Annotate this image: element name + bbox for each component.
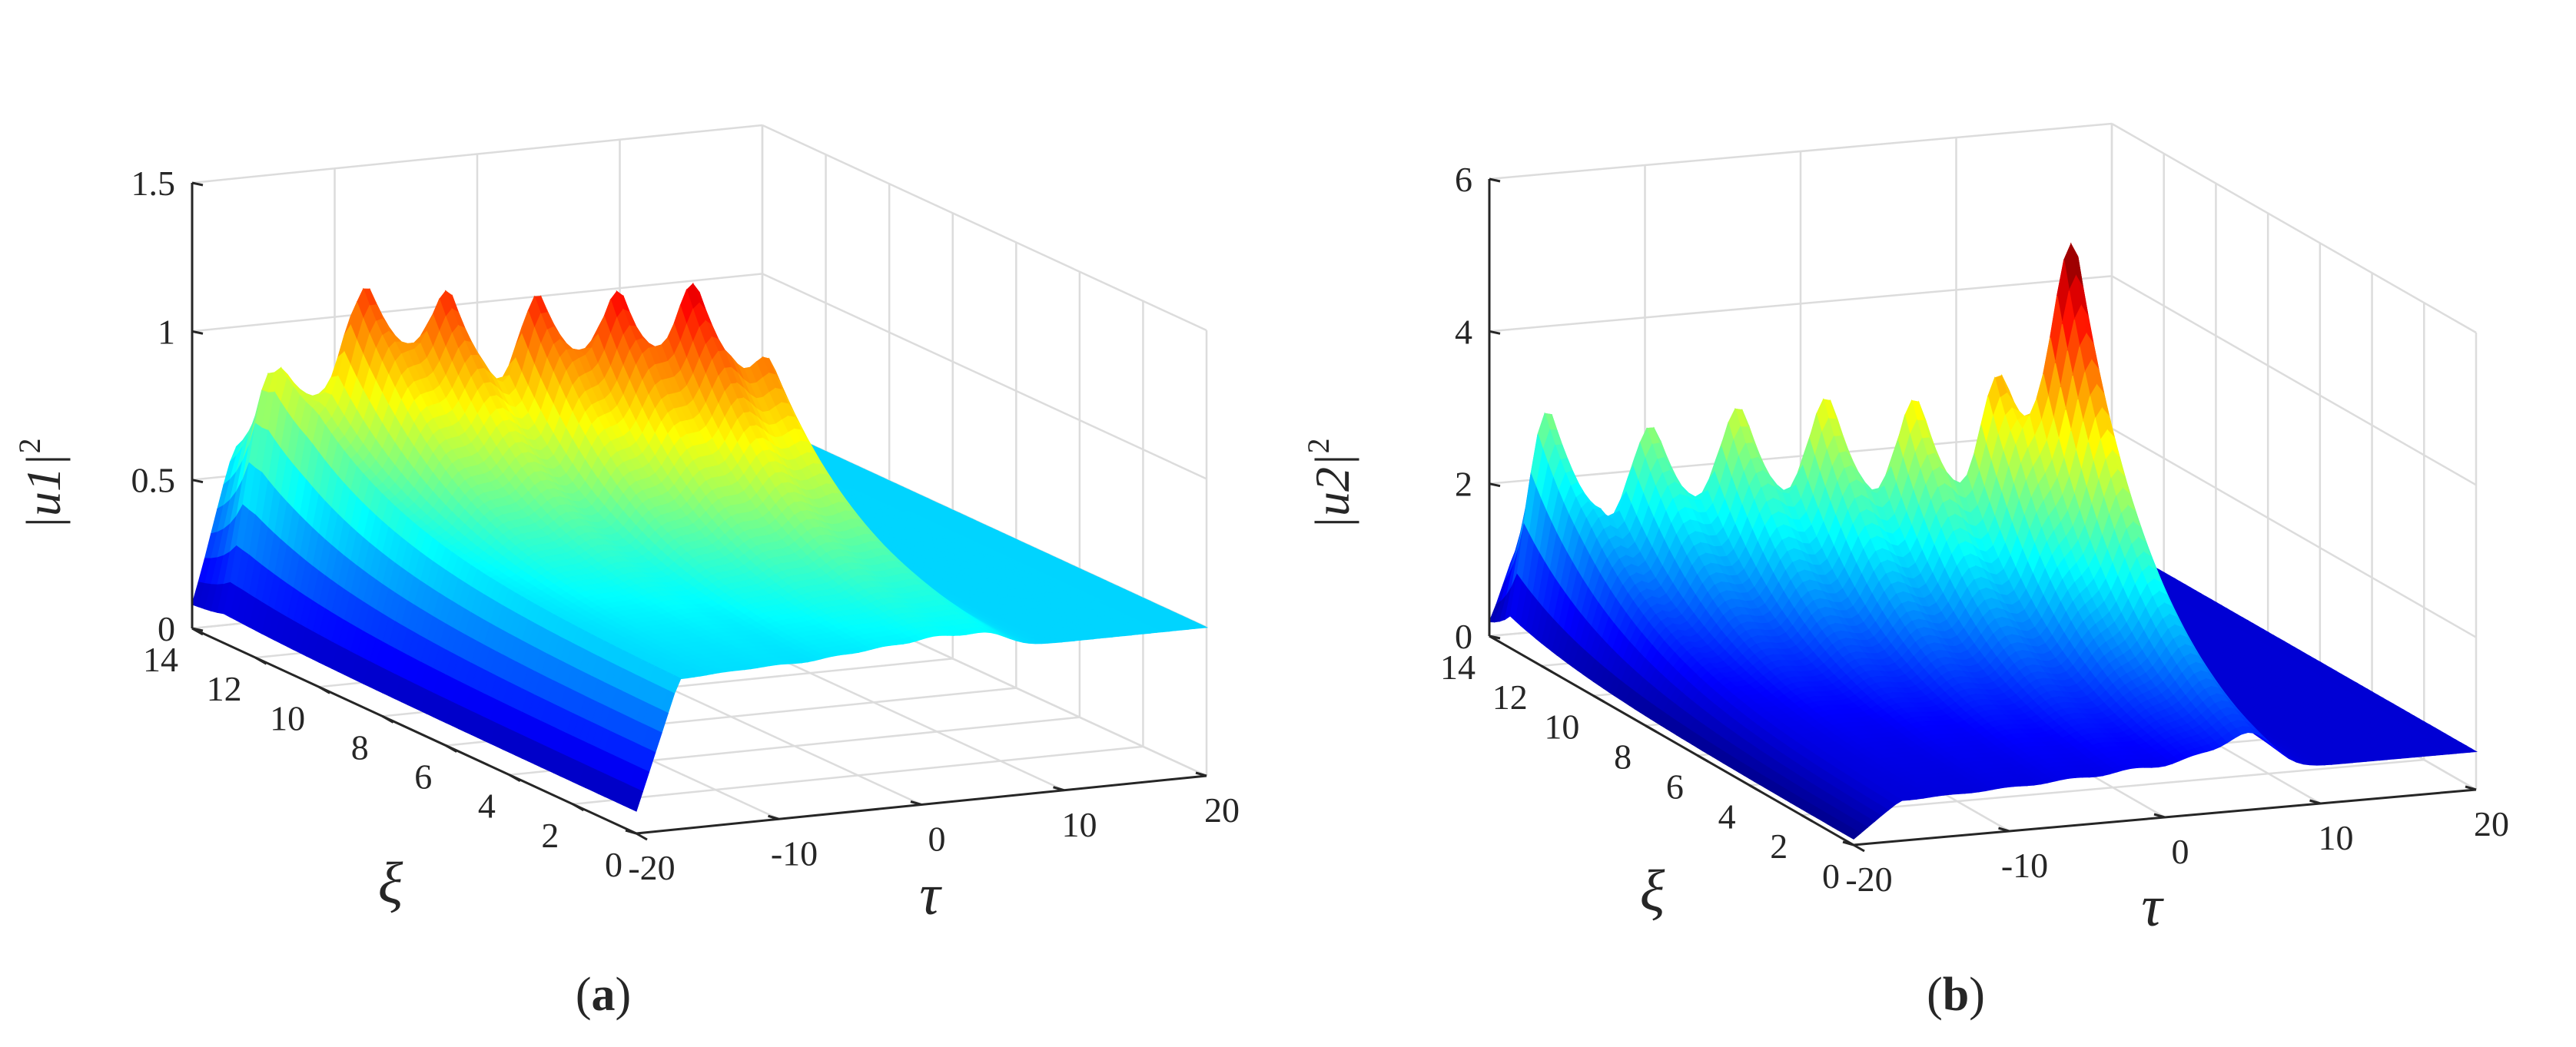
surface-plot — [192, 284, 1207, 811]
